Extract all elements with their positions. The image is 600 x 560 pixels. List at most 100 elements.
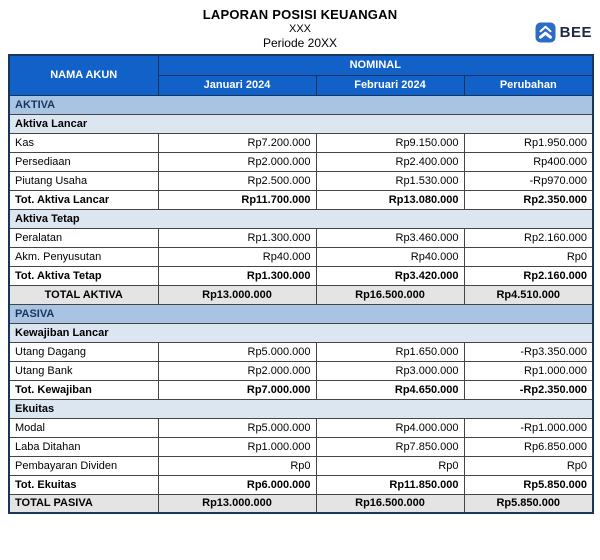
amount-cell: Rp0 bbox=[463, 246, 594, 267]
data-row: Pembayaran Dividen Rp0 Rp0 Rp0 bbox=[8, 455, 594, 476]
amount-cell: Rp4.000.000 bbox=[315, 417, 465, 438]
amount-cell: Rp2.000.000 bbox=[157, 360, 317, 381]
amount-cell: Rp13.000.000 bbox=[157, 493, 317, 514]
section-row: AKTIVA bbox=[8, 94, 594, 115]
report-period: Periode 20XX bbox=[262, 36, 338, 50]
amount-cell: Rp2.160.000 bbox=[463, 227, 594, 248]
col-header-januari-2024: Januari 2024 bbox=[157, 74, 317, 96]
subsection-row: Ekuitas bbox=[8, 398, 594, 419]
amount-cell: Rp3.000.000 bbox=[315, 360, 465, 381]
account-label: Tot. Ekuitas bbox=[8, 474, 159, 495]
amount-cell: Rp11.700.000 bbox=[157, 189, 317, 210]
amount-cell: Rp1.300.000 bbox=[157, 227, 317, 248]
amount-cell: Rp2.350.000 bbox=[463, 189, 594, 210]
data-row: Persediaan Rp2.000.000 Rp2.400.000 Rp400.00… bbox=[8, 151, 594, 172]
amount-cell: Rp1.530.000 bbox=[315, 170, 465, 191]
account-label: Laba Ditahan bbox=[8, 436, 159, 457]
amount-cell: Rp2.400.000 bbox=[315, 151, 465, 172]
financial-position-table: NAMA AKUN NOMINAL Januari 2024 Februari 2… bbox=[8, 54, 595, 514]
col-header-februari-2024: Februari 2024 bbox=[315, 74, 465, 96]
data-row: Utang Dagang Rp5.000.000 Rp1.650.000 -Rp3.3… bbox=[8, 341, 594, 362]
account-label: TOTAL AKTIVA bbox=[8, 284, 159, 305]
account-label: Akm. Penyusutan bbox=[8, 246, 159, 267]
data-row: Akm. Penyusutan Rp40.000 Rp40.000 Rp0 bbox=[8, 246, 594, 267]
amount-cell: Rp2.000.000 bbox=[157, 151, 317, 172]
amount-cell: Rp6.850.000 bbox=[463, 436, 594, 457]
bee-chevrons-icon bbox=[535, 22, 556, 43]
amount-cell: Rp13.080.000 bbox=[315, 189, 465, 210]
subtotal-row: Tot. Ekuitas Rp6.000.000 Rp11.850.000 Rp5.8… bbox=[8, 474, 594, 495]
report-title: LAPORAN POSISI KEUANGAN bbox=[202, 7, 398, 22]
amount-cell: Rp16.500.000 bbox=[315, 493, 465, 514]
subsection-row: Aktiva Lancar bbox=[8, 113, 594, 134]
subsection-label: Kewajiban Lancar bbox=[8, 322, 594, 343]
amount-cell: Rp2.160.000 bbox=[463, 265, 594, 286]
amount-cell: Rp5.850.000 bbox=[463, 493, 594, 514]
section-label: AKTIVA bbox=[8, 94, 594, 115]
account-label: Persediaan bbox=[8, 151, 159, 172]
account-label: Tot. Aktiva Tetap bbox=[8, 265, 159, 286]
amount-cell: Rp1.000.000 bbox=[463, 360, 594, 381]
amount-cell: Rp6.000.000 bbox=[157, 474, 317, 495]
col-header-perubahan: Perubahan bbox=[463, 74, 594, 96]
data-row: Laba Ditahan Rp1.000.000 Rp7.850.000 Rp6.85… bbox=[8, 436, 594, 457]
total-row: TOTAL AKTIVA Rp13.000.000 Rp16.500.000 Rp4.… bbox=[8, 284, 594, 305]
data-row: Piutang Usaha Rp2.500.000 Rp1.530.000 -Rp97… bbox=[8, 170, 594, 191]
subtotal-row: Tot. Aktiva Lancar Rp11.700.000 Rp13.080.0… bbox=[8, 189, 594, 210]
amount-cell: Rp1.650.000 bbox=[315, 341, 465, 362]
amount-cell: Rp7.200.000 bbox=[157, 132, 317, 153]
data-row: Modal Rp5.000.000 Rp4.000.000 -Rp1.000.000 bbox=[8, 417, 594, 438]
amount-cell: -Rp2.350.000 bbox=[463, 379, 594, 400]
report-header: LAPORAN POSISI KEUANGAN XXX Periode 20XX… bbox=[0, 0, 600, 51]
account-label: Pembayaran Dividen bbox=[8, 455, 159, 476]
amount-cell: Rp0 bbox=[315, 455, 465, 476]
amount-cell: Rp1.000.000 bbox=[157, 436, 317, 457]
data-row: Peralatan Rp1.300.000 Rp3.460.000 Rp2.160.0… bbox=[8, 227, 594, 248]
amount-cell: -Rp1.000.000 bbox=[463, 417, 594, 438]
subsection-label: Aktiva Tetap bbox=[8, 208, 594, 229]
amount-cell: Rp9.150.000 bbox=[315, 132, 465, 153]
amount-cell: Rp0 bbox=[157, 455, 317, 476]
section-label: PASIVA bbox=[8, 303, 594, 324]
amount-cell: Rp400.000 bbox=[463, 151, 594, 172]
amount-cell: -Rp3.350.000 bbox=[463, 341, 594, 362]
amount-cell: Rp4.510.000 bbox=[463, 284, 594, 305]
account-label: Utang Dagang bbox=[8, 341, 159, 362]
amount-cell: Rp16.500.000 bbox=[315, 284, 465, 305]
bee-logo-text: BEE bbox=[559, 24, 592, 41]
amount-cell: Rp7.850.000 bbox=[315, 436, 465, 457]
amount-cell: Rp2.500.000 bbox=[157, 170, 317, 191]
col-header-nominal: NOMINAL bbox=[157, 54, 594, 76]
data-row: Utang Bank Rp2.000.000 Rp3.000.000 Rp1.000.… bbox=[8, 360, 594, 381]
account-label: Tot. Kewajiban bbox=[8, 379, 159, 400]
amount-cell: Rp1.300.000 bbox=[157, 265, 317, 286]
section-row: PASIVA bbox=[8, 303, 594, 324]
subsection-row: Kewajiban Lancar bbox=[8, 322, 594, 343]
subsection-label: Ekuitas bbox=[8, 398, 594, 419]
account-label: Kas bbox=[8, 132, 159, 153]
amount-cell: Rp5.850.000 bbox=[463, 474, 594, 495]
amount-cell: Rp0 bbox=[463, 455, 594, 476]
subtotal-row: Tot. Aktiva Tetap Rp1.300.000 Rp3.420.000 R… bbox=[8, 265, 594, 286]
bee-logo: BEE bbox=[535, 22, 592, 43]
col-header-nama-akun: NAMA AKUN bbox=[8, 54, 159, 96]
amount-cell: Rp3.460.000 bbox=[315, 227, 465, 248]
company-name: XXX bbox=[288, 23, 311, 35]
amount-cell: Rp11.850.000 bbox=[315, 474, 465, 495]
amount-cell: -Rp970.000 bbox=[463, 170, 594, 191]
amount-cell: Rp13.000.000 bbox=[157, 284, 317, 305]
amount-cell: Rp3.420.000 bbox=[315, 265, 465, 286]
subtotal-row: Tot. Kewajiban Rp7.000.000 Rp4.650.000 -Rp2… bbox=[8, 379, 594, 400]
account-label: Utang Bank bbox=[8, 360, 159, 381]
amount-cell: Rp40.000 bbox=[157, 246, 317, 267]
amount-cell: Rp40.000 bbox=[315, 246, 465, 267]
amount-cell: Rp4.650.000 bbox=[315, 379, 465, 400]
account-label: TOTAL PASIVA bbox=[8, 493, 159, 514]
data-row: Kas Rp7.200.000 Rp9.150.000 Rp1.950.000 bbox=[8, 132, 594, 153]
amount-cell: Rp7.000.000 bbox=[157, 379, 317, 400]
amount-cell: Rp5.000.000 bbox=[157, 417, 317, 438]
account-label: Peralatan bbox=[8, 227, 159, 248]
account-label: Tot. Aktiva Lancar bbox=[8, 189, 159, 210]
subsection-row: Aktiva Tetap bbox=[8, 208, 594, 229]
account-label: Piutang Usaha bbox=[8, 170, 159, 191]
